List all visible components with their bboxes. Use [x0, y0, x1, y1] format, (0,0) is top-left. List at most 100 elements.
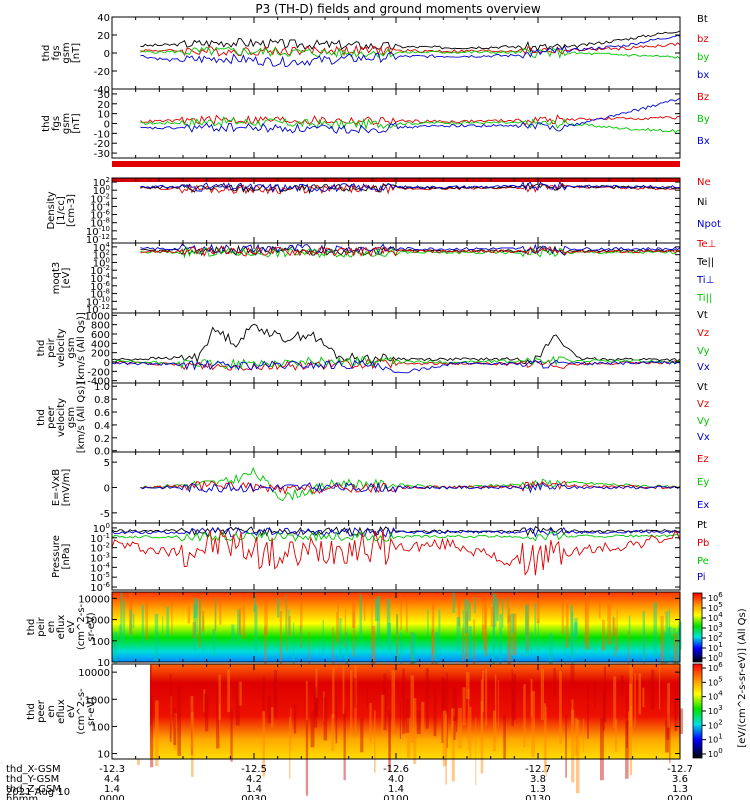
series-p1-green — [140, 46, 681, 60]
spectrogram-texture — [473, 619, 476, 664]
spectrogram-texture — [462, 609, 464, 663]
series-p4-black — [140, 244, 681, 257]
spectrogram-texture — [663, 631, 667, 681]
spectrogram-texture — [607, 604, 612, 645]
spectrogram-texture — [288, 609, 290, 641]
y-tick-label: -20 — [94, 139, 110, 150]
legend-entry: Ey — [697, 477, 709, 488]
spectrogram-texture — [613, 676, 617, 728]
spectrogram-texture — [629, 664, 633, 732]
spectrogram-texture — [571, 699, 574, 724]
spectrogram-texture — [310, 711, 315, 748]
spectrogram-texture — [672, 628, 676, 675]
spectrogram-texture — [313, 687, 318, 728]
series-p8-green — [111, 531, 681, 543]
spectrogram-texture — [306, 680, 308, 726]
spectrogram-texture — [603, 666, 606, 723]
spectrogram-texture — [677, 627, 681, 676]
spectrogram-texture — [501, 598, 504, 629]
spectrogram-texture — [402, 668, 405, 734]
spectrogram-texture — [413, 698, 417, 764]
spectrogram-texture — [585, 593, 590, 650]
colorbar-tick: 100 — [708, 747, 723, 759]
legend-entry: Npot — [697, 219, 721, 230]
spectrogram-texture — [457, 600, 461, 627]
footer-value: -12.3 — [99, 764, 125, 775]
legend-entry: Bt — [697, 14, 708, 25]
spectrogram-texture — [455, 689, 457, 732]
spectrogram-texture — [238, 681, 242, 706]
spectrogram-texture — [492, 626, 495, 671]
spectrogram-texture — [344, 609, 347, 648]
spectrogram-texture — [170, 695, 172, 726]
spectrogram-texture — [216, 684, 220, 749]
spectrogram-texture — [511, 689, 514, 726]
series-p8-blue — [111, 527, 681, 538]
spectrogram-texture — [352, 611, 355, 657]
spectrogram-texture — [598, 601, 601, 619]
spectrogram-texture — [366, 689, 368, 709]
spectrogram-texture — [337, 597, 339, 646]
y-tick-label: 0.8 — [94, 395, 110, 406]
spectrogram-texture — [264, 599, 268, 635]
spectrogram-texture — [154, 613, 159, 662]
legend-entry: Vz — [697, 328, 709, 339]
spectrogram-texture — [574, 618, 578, 636]
legend-entry: Ex — [697, 500, 709, 511]
legend-entry: Pi — [697, 572, 706, 583]
spectrogram-texture — [510, 613, 515, 634]
spectrogram-texture — [273, 678, 276, 704]
spectrogram-texture — [219, 597, 222, 625]
footer-value: 0130 — [525, 794, 550, 800]
spectrogram-texture — [238, 607, 242, 635]
spectrogram-texture — [549, 633, 553, 673]
spectrogram-texture — [565, 715, 567, 778]
spectrogram-texture — [214, 594, 216, 632]
colorbar-tick: 105 — [708, 675, 723, 687]
y-axis-label: thd — [36, 409, 47, 426]
spectrogram-texture — [212, 629, 216, 656]
spectrogram-texture — [475, 717, 477, 786]
spectrogram-texture — [204, 694, 209, 732]
spectrogram-texture — [190, 695, 194, 749]
spectrogram-texture — [650, 669, 655, 710]
spectrogram-texture — [364, 596, 366, 621]
spectrogram-texture — [456, 617, 461, 652]
spectrogram-texture — [530, 679, 533, 718]
spectrogram-texture — [525, 603, 530, 651]
y-axis-label: eflux — [56, 615, 67, 640]
series-p2-red — [140, 114, 681, 126]
spectrogram-texture — [227, 669, 230, 713]
y-tick-label: 0.6 — [94, 408, 110, 419]
footer-value: 4.2 — [246, 774, 262, 785]
y-tick-label: 0.2 — [94, 434, 110, 445]
series-p1-blue — [140, 34, 681, 67]
spectrogram-texture — [388, 710, 390, 772]
y-axis-label: E=-VxB — [51, 469, 62, 506]
legend-entry: Vt — [697, 310, 708, 321]
spectrogram-texture — [634, 673, 636, 728]
spectrogram-texture — [627, 630, 630, 679]
spectrogram-texture — [468, 626, 472, 658]
spectrogram-texture — [305, 720, 309, 796]
spectrogram-texture — [286, 604, 288, 652]
spectrogram-texture — [524, 604, 529, 657]
spectrogram-texture — [571, 709, 575, 783]
footer-value: 4.4 — [104, 774, 120, 785]
y-tick-label: -30 — [94, 149, 110, 160]
spectrogram-texture — [446, 672, 448, 749]
spectrogram-texture — [433, 689, 437, 737]
spectrogram-texture — [129, 592, 133, 635]
spectrogram-texture — [561, 596, 564, 634]
spectrogram-texture — [214, 597, 217, 629]
panel-p6: 1.0 0.8 0.6 0.4 0.2 0.0 thd peer velocity gsm [km/… — [36, 382, 710, 458]
legend-entry: Pe — [697, 556, 709, 567]
spectrogram-texture — [371, 600, 373, 648]
spectrogram-texture — [427, 609, 429, 637]
spectrogram-texture — [594, 679, 596, 709]
spectrogram-texture — [315, 668, 318, 698]
y-axis-label: gsm — [61, 42, 72, 63]
